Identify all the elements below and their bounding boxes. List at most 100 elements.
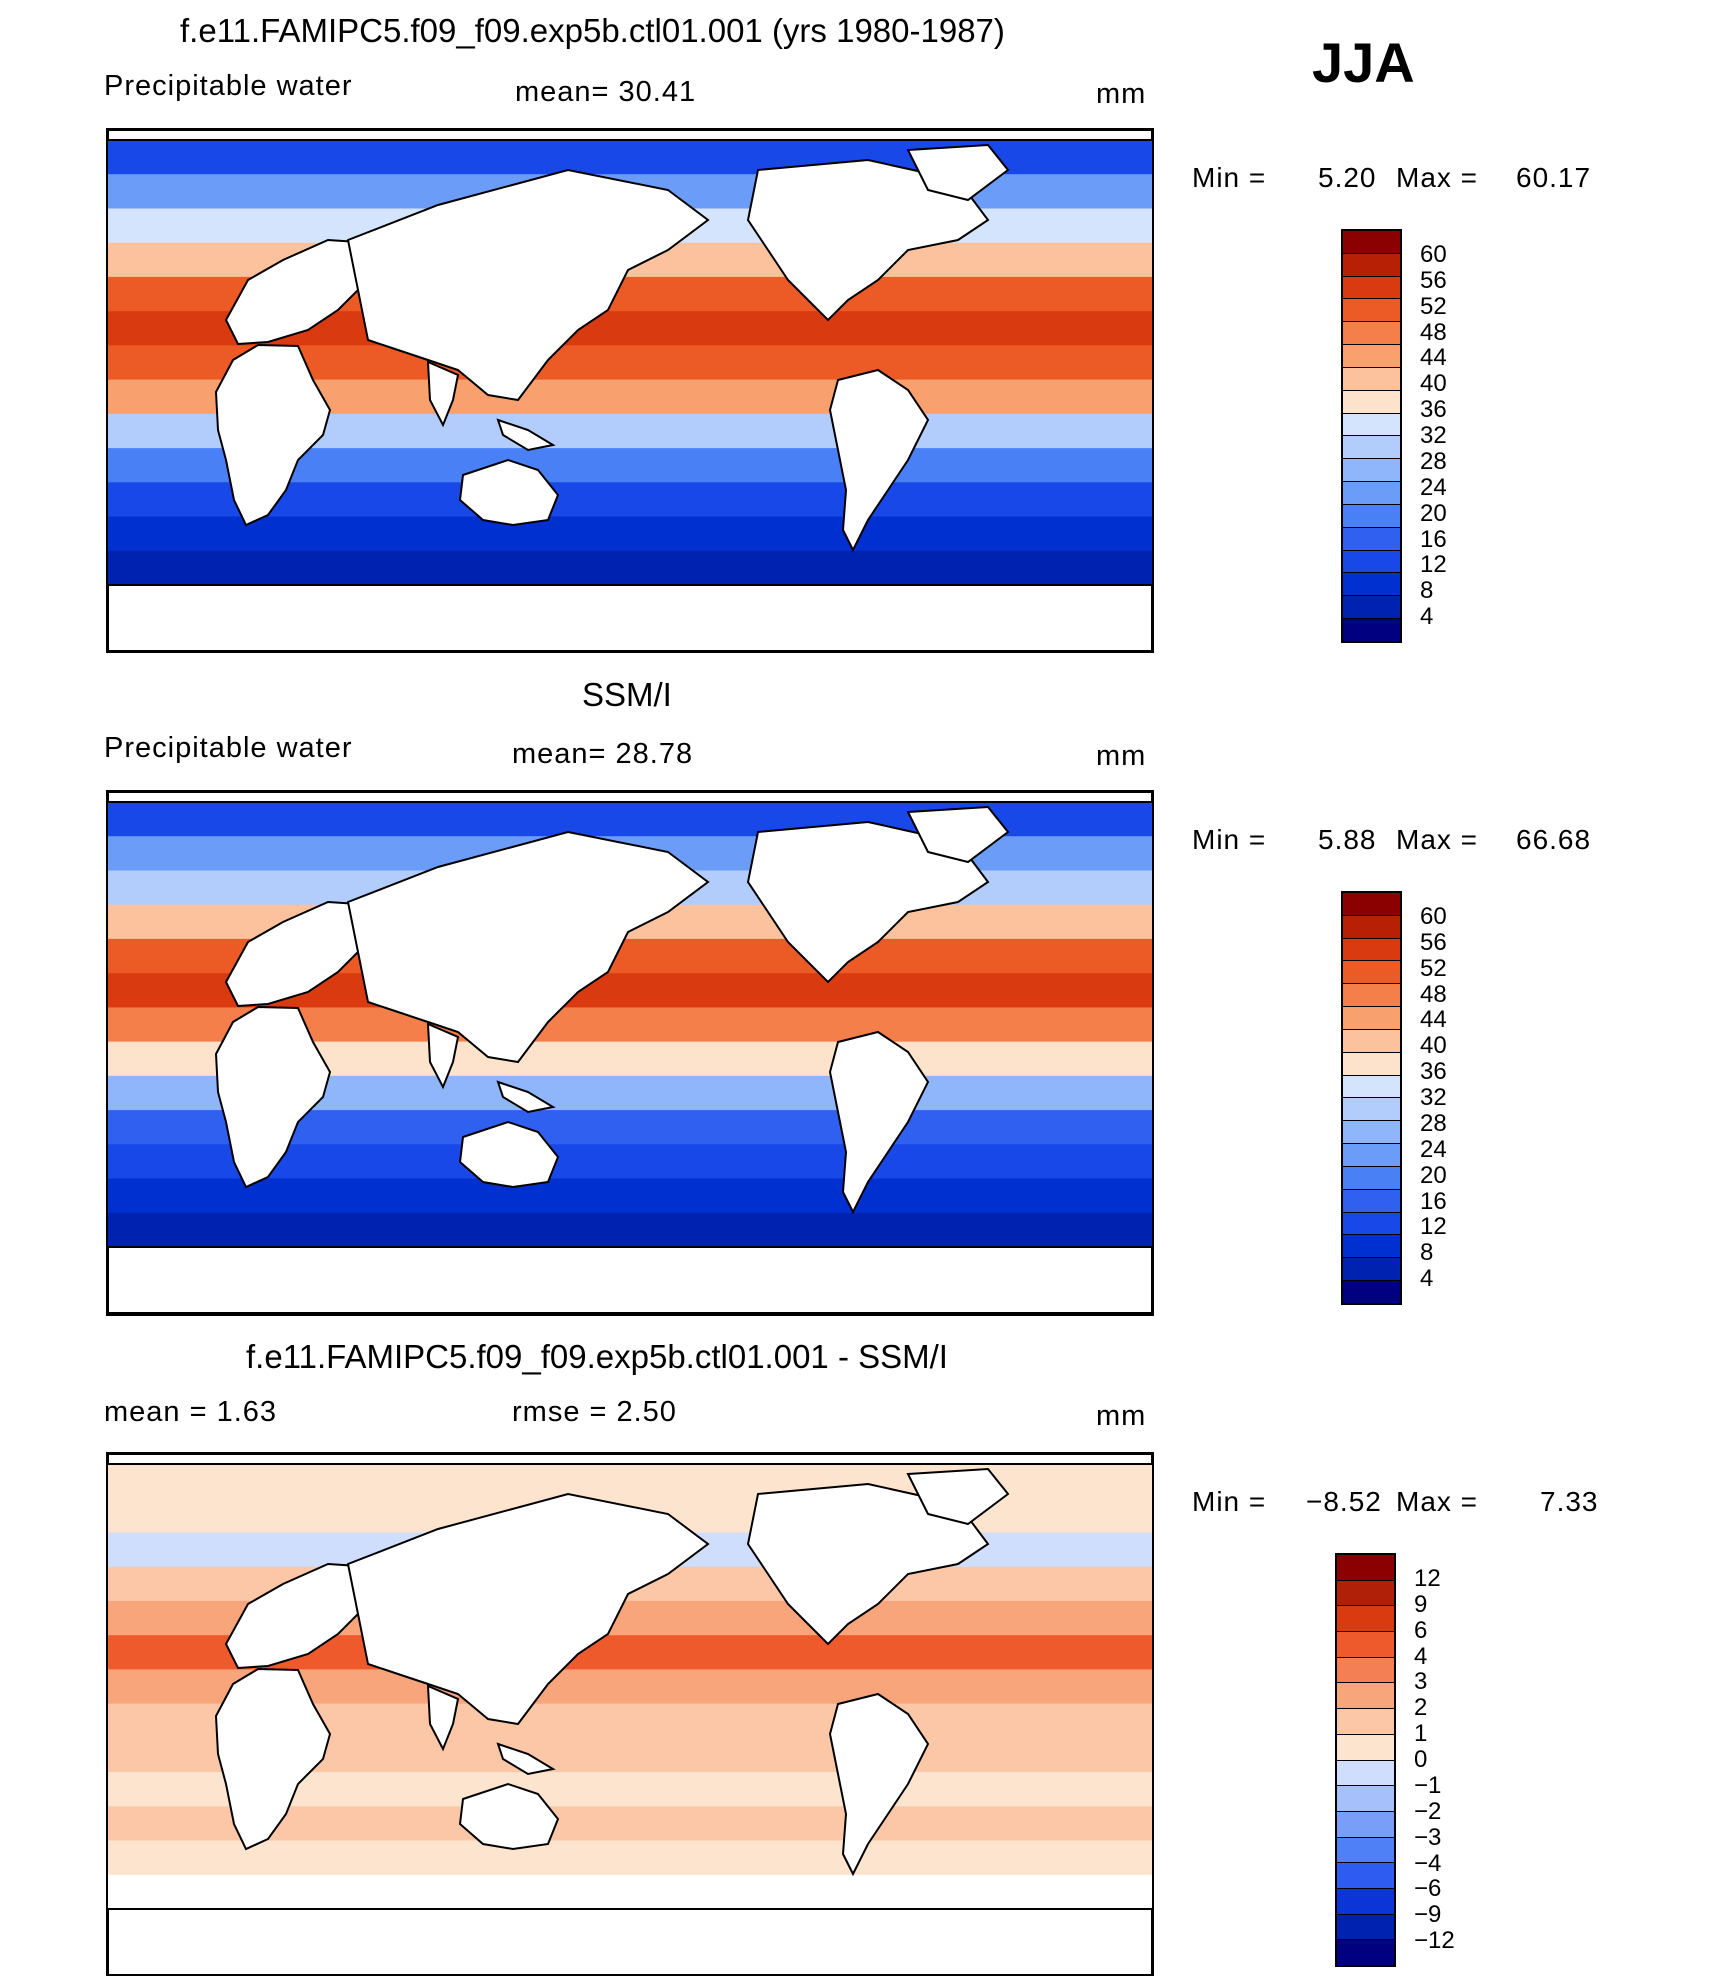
colorbar-tick-label: 24 (1420, 473, 1447, 501)
colorbar-tick-label: 32 (1420, 1084, 1447, 1111)
colorbar-cell (1343, 482, 1400, 505)
map-canvas (108, 792, 1152, 1314)
map-canvas (108, 1454, 1152, 1974)
max-value: 7.33 (1540, 1486, 1599, 1517)
coastline (828, 1030, 930, 1215)
colorbar-cell (1343, 1166, 1400, 1190)
colorbar-tick-label: 44 (1420, 1006, 1447, 1034)
colorbar-tick-label: 28 (1420, 447, 1447, 475)
coastline (828, 1692, 930, 1877)
coastline (426, 1684, 460, 1752)
coastline (496, 418, 556, 452)
colorbar-cell (1343, 596, 1400, 620)
colorbar-tick-label: 20 (1420, 499, 1447, 527)
coastline (346, 1492, 710, 1726)
colorbar-tick-label: −1 (1414, 1771, 1442, 1799)
continents (108, 130, 1152, 651)
coastline (108, 792, 1152, 803)
colorbar-cell (1343, 345, 1400, 368)
colorbar-tick-label: 4 (1414, 1642, 1428, 1670)
panel-title: f.e11.FAMIPC5.f09_f09.exp5b.ctl01.001 (y… (180, 12, 1005, 49)
colorbar-cell (1343, 1029, 1400, 1053)
colorbar-cell (1337, 1657, 1394, 1684)
colorbar-tick-label: 44 (1420, 344, 1447, 372)
panel-title: f.e11.FAMIPC5.f09_f09.exp5b.ctl01.001 - … (246, 1338, 948, 1375)
colorbar-cell (1343, 459, 1400, 483)
colorbar-cell (1343, 938, 1400, 962)
colorbar-cell (1337, 1709, 1394, 1735)
colorbar (1341, 891, 1402, 1305)
colorbar-tick-label: −6 (1414, 1875, 1442, 1903)
colorbar-cell (1337, 1555, 1394, 1581)
map-canvas (108, 130, 1152, 651)
colorbar-cell (1343, 253, 1400, 277)
colorbar-cell (1337, 1888, 1394, 1915)
colorbar-tick-label: 9 (1414, 1590, 1428, 1618)
colorbar-cell (1337, 1837, 1394, 1864)
colorbar-ticks: 60 56 52 48 44 40 36 32 28 24 20 16 12 8 4 (1420, 891, 1480, 1305)
coastline (426, 1022, 460, 1090)
colorbar (1341, 229, 1402, 643)
colorbar-tick-label: 36 (1420, 396, 1447, 424)
colorbar-tick-label: 16 (1420, 525, 1447, 553)
coastline (828, 368, 930, 553)
colorbar-cell (1343, 231, 1400, 254)
colorbar-cell (1343, 367, 1400, 391)
coastline (458, 458, 560, 527)
coastline (346, 830, 710, 1064)
coastline (346, 168, 710, 402)
coastline (214, 1667, 332, 1851)
field-band (108, 1874, 1152, 1910)
colorbar-tick-label: 12 (1420, 1213, 1447, 1241)
colorbar-tick-label: 4 (1420, 603, 1434, 631)
colorbar-cell (1343, 984, 1400, 1008)
max-label: Max = (1396, 162, 1479, 193)
colorbar-cell (1343, 527, 1400, 551)
colorbar-tick-label: 2 (1414, 1694, 1428, 1722)
field-band (108, 1212, 1152, 1248)
coastline (496, 1080, 556, 1114)
colorbar-cell (1343, 299, 1400, 323)
colorbar-cell (1343, 550, 1400, 574)
colorbar-cell (1343, 619, 1400, 641)
season-label: JJA (1312, 31, 1415, 94)
coastline (108, 130, 1152, 141)
colorbar-tick-label: −9 (1414, 1901, 1442, 1929)
colorbar-cell (1343, 504, 1400, 528)
units-label: mm (1096, 78, 1147, 110)
colorbar-cell (1343, 1144, 1400, 1167)
coastline (906, 805, 1010, 864)
colorbar-cell (1343, 436, 1400, 460)
mean-label: mean= 30.41 (515, 76, 697, 108)
colorbar-tick-label: 36 (1420, 1058, 1447, 1086)
colorbar-tick-label: 56 (1420, 928, 1447, 956)
colorbar-cell (1337, 1683, 1394, 1710)
field-band (108, 550, 1152, 586)
colorbar-cell (1343, 276, 1400, 300)
colorbar-tick-label: 32 (1420, 422, 1447, 449)
colorbar-cell (1343, 1235, 1400, 1259)
colorbar-cell (1343, 915, 1400, 939)
colorbar-cell (1343, 413, 1400, 437)
colorbar-tick-label: 1 (1414, 1720, 1428, 1748)
max-value: 60.17 (1516, 162, 1592, 193)
colorbar-cell (1343, 893, 1400, 916)
colorbar-tick-label: −2 (1414, 1797, 1442, 1825)
colorbar-tick-label: 52 (1420, 292, 1447, 320)
colorbar-tick-label: 0 (1414, 1746, 1428, 1773)
coastline (214, 343, 332, 527)
colorbar-tick-label: 16 (1420, 1187, 1447, 1215)
field-band (108, 516, 1152, 552)
colorbar-cell (1343, 1212, 1400, 1236)
colorbar-tick-label: 8 (1420, 1239, 1434, 1267)
colorbar-tick-label: −3 (1414, 1823, 1442, 1851)
max-value: 66.68 (1516, 824, 1592, 855)
coastline (108, 1908, 1152, 1974)
coastline (906, 143, 1010, 202)
colorbar-cell (1343, 573, 1400, 597)
colorbar-cell (1337, 1606, 1394, 1633)
colorbar-tick-label: 3 (1414, 1668, 1428, 1696)
colorbar-cell (1343, 1007, 1400, 1030)
min-value: −8.52 (1306, 1486, 1382, 1517)
min-label: Min = (1192, 162, 1267, 193)
